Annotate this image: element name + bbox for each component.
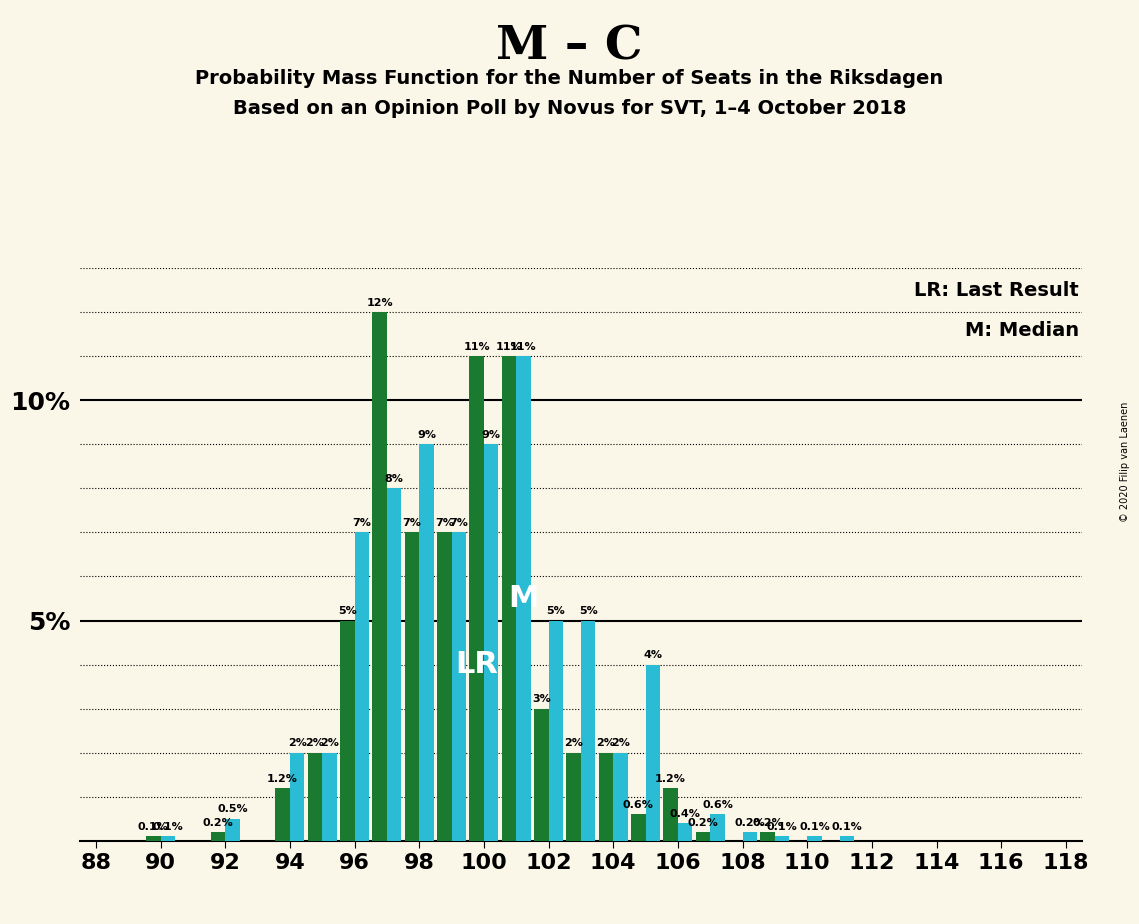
Text: 5%: 5% — [338, 606, 357, 616]
Bar — [663, 788, 678, 841]
Bar — [516, 356, 531, 841]
Text: 0.1%: 0.1% — [767, 822, 797, 832]
Bar — [678, 823, 693, 841]
Text: M: M — [508, 584, 539, 613]
Text: 12%: 12% — [367, 298, 393, 308]
Text: 5%: 5% — [547, 606, 565, 616]
Text: 2%: 2% — [320, 738, 339, 748]
Text: 2%: 2% — [597, 738, 615, 748]
Text: 5%: 5% — [579, 606, 598, 616]
Bar — [276, 788, 290, 841]
Bar — [775, 836, 789, 841]
Bar — [437, 532, 451, 841]
Bar — [839, 836, 854, 841]
Text: 11%: 11% — [464, 342, 490, 352]
Text: 0.1%: 0.1% — [153, 822, 183, 832]
Text: 11%: 11% — [510, 342, 536, 352]
Text: 0.5%: 0.5% — [218, 805, 248, 814]
Bar — [613, 753, 628, 841]
Text: 2%: 2% — [288, 738, 306, 748]
Bar — [696, 832, 711, 841]
Text: © 2020 Filip van Laenen: © 2020 Filip van Laenen — [1120, 402, 1130, 522]
Text: 0.6%: 0.6% — [702, 800, 732, 810]
Bar — [469, 356, 484, 841]
Text: 0.1%: 0.1% — [831, 822, 862, 832]
Bar — [534, 709, 549, 841]
Text: 4%: 4% — [644, 650, 663, 660]
Bar — [808, 836, 821, 841]
Bar — [566, 753, 581, 841]
Bar — [404, 532, 419, 841]
Bar — [581, 621, 596, 841]
Bar — [322, 753, 337, 841]
Bar — [451, 532, 466, 841]
Text: LR: LR — [456, 650, 498, 679]
Bar — [761, 832, 775, 841]
Text: 1.2%: 1.2% — [655, 773, 686, 784]
Text: 9%: 9% — [417, 430, 436, 440]
Text: Based on an Opinion Poll by Novus for SVT, 1–4 October 2018: Based on an Opinion Poll by Novus for SV… — [232, 99, 907, 118]
Bar — [419, 444, 434, 841]
Text: 7%: 7% — [352, 518, 371, 528]
Text: 7%: 7% — [450, 518, 468, 528]
Text: 7%: 7% — [402, 518, 421, 528]
Text: Probability Mass Function for the Number of Seats in the Riksdagen: Probability Mass Function for the Number… — [196, 69, 943, 89]
Text: 0.6%: 0.6% — [623, 800, 654, 810]
Text: 0.2%: 0.2% — [735, 818, 765, 828]
Text: 0.2%: 0.2% — [688, 818, 719, 828]
Text: M – C: M – C — [497, 23, 642, 69]
Text: 0.4%: 0.4% — [670, 808, 700, 819]
Bar — [372, 312, 387, 841]
Text: 1.2%: 1.2% — [268, 773, 298, 784]
Text: 8%: 8% — [385, 474, 403, 484]
Bar — [161, 836, 175, 841]
Bar — [211, 832, 226, 841]
Bar — [549, 621, 563, 841]
Bar — [146, 836, 161, 841]
Bar — [341, 621, 354, 841]
Text: LR: Last Result: LR: Last Result — [915, 281, 1079, 300]
Bar — [387, 488, 401, 841]
Bar — [599, 753, 613, 841]
Text: 3%: 3% — [532, 694, 550, 704]
Bar — [711, 814, 724, 841]
Bar — [501, 356, 516, 841]
Text: 11%: 11% — [495, 342, 523, 352]
Bar — [354, 532, 369, 841]
Text: 0.1%: 0.1% — [138, 822, 169, 832]
Text: 9%: 9% — [482, 430, 501, 440]
Text: 2%: 2% — [611, 738, 630, 748]
Bar — [484, 444, 499, 841]
Text: 0.1%: 0.1% — [800, 822, 830, 832]
Bar — [290, 753, 304, 841]
Bar — [743, 832, 757, 841]
Text: M: Median: M: Median — [965, 321, 1079, 340]
Bar — [226, 819, 240, 841]
Text: 2%: 2% — [564, 738, 583, 748]
Text: 7%: 7% — [435, 518, 453, 528]
Text: 0.2%: 0.2% — [752, 818, 782, 828]
Bar — [631, 814, 646, 841]
Text: 0.2%: 0.2% — [203, 818, 233, 828]
Text: 2%: 2% — [305, 738, 325, 748]
Bar — [308, 753, 322, 841]
Bar — [646, 664, 661, 841]
